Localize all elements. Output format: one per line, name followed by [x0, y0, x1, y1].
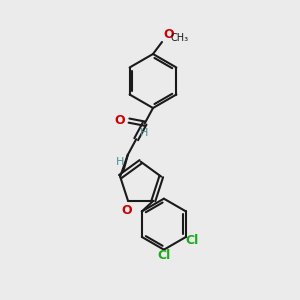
Text: H: H: [140, 128, 148, 138]
Text: O: O: [115, 113, 125, 127]
Text: H: H: [116, 157, 124, 167]
Text: O: O: [164, 28, 174, 40]
Text: Cl: Cl: [185, 234, 198, 247]
Text: Cl: Cl: [157, 249, 170, 262]
Text: O: O: [121, 204, 132, 218]
Text: CH₃: CH₃: [171, 33, 189, 43]
